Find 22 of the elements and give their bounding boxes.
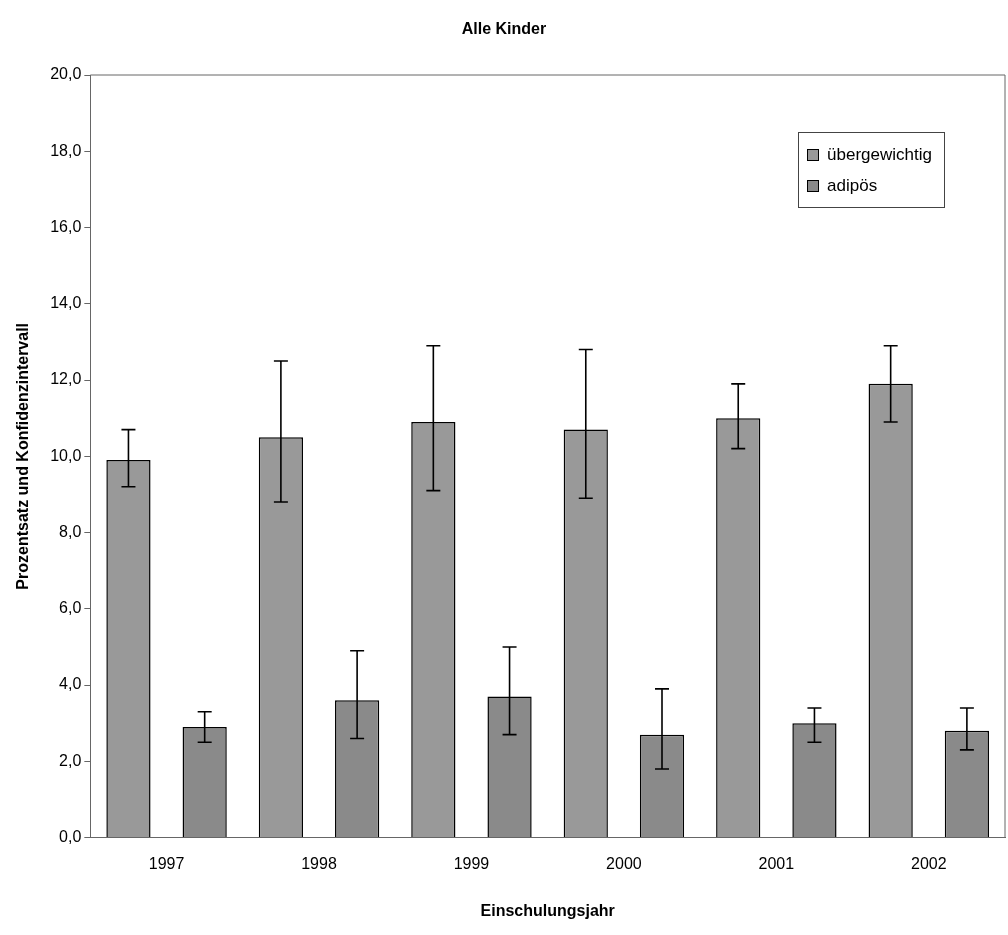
x-tick-label: 1998 bbox=[301, 854, 337, 872]
chart-title: Alle Kinder bbox=[460, 20, 548, 38]
x-tick-label: 1999 bbox=[453, 854, 490, 872]
y-tick-label: 8,0 bbox=[59, 522, 82, 540]
y-tick-label: 0,0 bbox=[59, 828, 82, 846]
x-tick-label: 2000 bbox=[606, 854, 642, 872]
y-tick-label: 18,0 bbox=[50, 141, 82, 159]
y-tick-label: 16,0 bbox=[50, 217, 82, 235]
y-tick-label: 6,0 bbox=[59, 599, 82, 617]
legend-label: adipös bbox=[827, 175, 878, 196]
x-tick-label: 2002 bbox=[910, 854, 947, 872]
y-tick-label: 2,0 bbox=[59, 751, 82, 769]
y-tick-label: 4,0 bbox=[59, 675, 82, 693]
x-tick-label: 2001 bbox=[758, 854, 795, 872]
y-tick-label: 20,0 bbox=[50, 65, 82, 83]
y-tick-label: 14,0 bbox=[50, 294, 82, 312]
legend-label: übergewichtig bbox=[827, 144, 932, 165]
y-axis-title: Prozentsatz und Konfidenzintervall bbox=[14, 322, 32, 590]
y-tick-label: 12,0 bbox=[50, 370, 82, 388]
x-axis-title: Einschulungsjahr bbox=[480, 901, 615, 919]
x-tick-label: 1997 bbox=[148, 854, 185, 872]
y-tick-label: 10,0 bbox=[50, 446, 82, 464]
